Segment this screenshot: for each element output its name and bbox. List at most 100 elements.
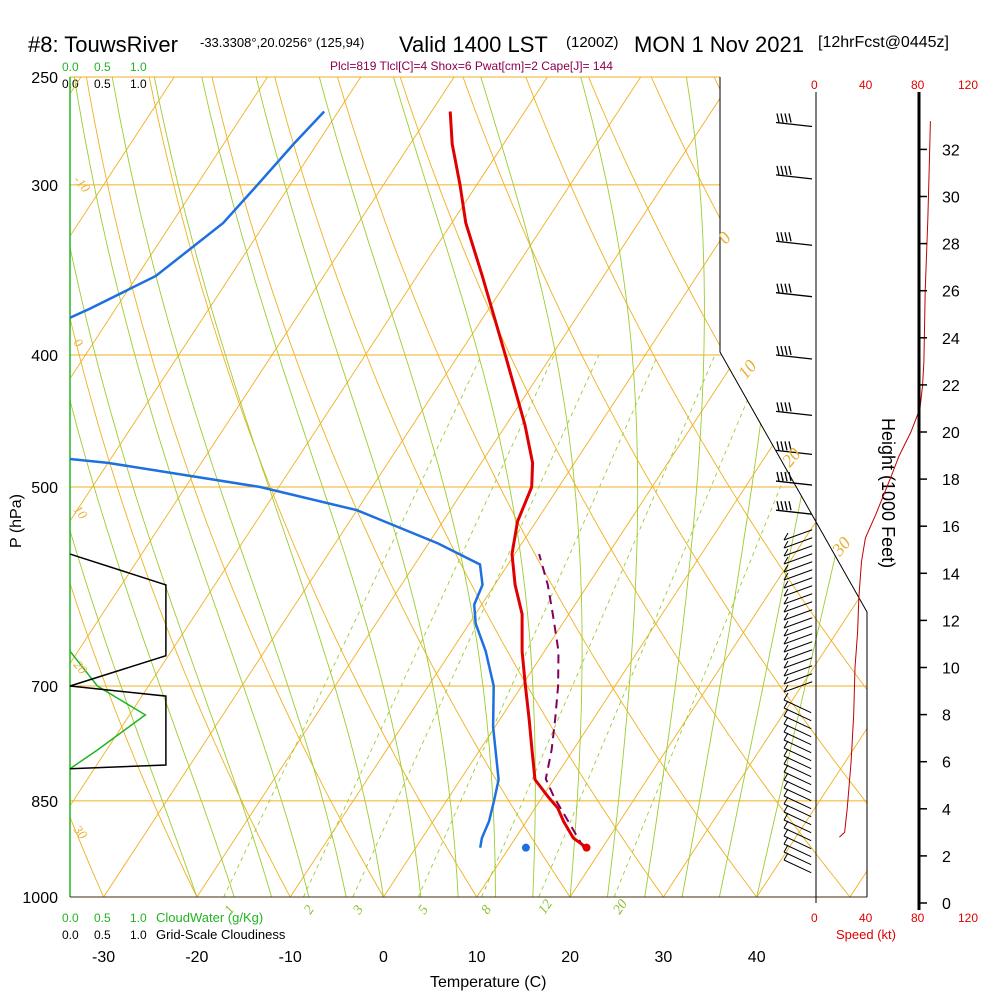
moist-adiabat — [226, 77, 459, 897]
mixing-ratio-line — [223, 354, 482, 897]
wind-barb — [783, 707, 812, 722]
wind-barb-flag — [780, 283, 784, 293]
mixing-ratio-line — [481, 354, 716, 897]
moist-adiabat — [644, 77, 705, 897]
speed-tick-top-0: 0 — [811, 78, 818, 92]
surface-temperature-dot — [582, 843, 591, 852]
wind-barb-flag — [783, 724, 789, 733]
moist-adiabat — [131, 77, 384, 897]
dewpoint-group — [70, 110, 500, 848]
wind-barb-flag — [776, 345, 780, 356]
height-tick-label: 14 — [942, 566, 960, 583]
wind-barb-flag — [788, 471, 792, 482]
wind-barb-flag — [780, 441, 784, 451]
dry-adiabat — [655, 77, 867, 897]
speed-tick-bottom-2: 80 — [911, 911, 925, 925]
mixing-ratio-line — [303, 354, 555, 897]
wind-barb-flag — [783, 556, 789, 565]
wind-barb-flag — [783, 836, 789, 845]
cloudwater-scale-bottom-1: 0.5 — [94, 911, 111, 925]
height-axis-label: Height (1000 Feet) — [878, 418, 898, 568]
wind-barb-flag — [783, 612, 789, 621]
wind-barb — [783, 625, 813, 637]
wind-barb-flag — [783, 716, 789, 725]
mixing-ratio-label: 8 — [479, 903, 495, 917]
wind-barb — [783, 545, 813, 557]
wind-barb-flag — [784, 441, 788, 451]
wind-speed-profile — [839, 121, 931, 838]
wind-barb — [783, 763, 812, 778]
dry-adiabat — [301, 77, 780, 897]
moist-adiabat — [70, 77, 235, 897]
height-tick-label: 18 — [942, 472, 960, 489]
mixing-ratio-label: 3 — [350, 903, 367, 918]
speed-tick-bottom-0: 0 — [811, 911, 818, 925]
mixing-ratio-label: 2 — [301, 903, 317, 917]
wind-barb-flag — [783, 588, 789, 597]
wind-barb — [783, 835, 812, 850]
mixing-ratio-line — [417, 354, 659, 897]
cloudiness-profile — [69, 553, 167, 770]
height-tick-label: 28 — [942, 237, 960, 254]
wind-barb — [783, 617, 813, 629]
wind-barb-flag — [788, 501, 792, 511]
dry-adiabat-label: 0 — [714, 228, 735, 248]
pressure-tick-label: 850 — [31, 794, 58, 811]
wind-barb — [775, 410, 813, 417]
mixing-ratio-label: 20 — [611, 897, 631, 917]
moist-adiabat — [718, 77, 867, 897]
wind-barb — [783, 779, 812, 794]
wind-barb-flag — [783, 708, 789, 717]
cloudwater-scale-bottom-0: 0.0 — [62, 911, 79, 925]
dry-adiabat — [360, 77, 867, 897]
cloudiness-scale-top-2: 1.0 — [130, 77, 147, 91]
pressure-tick-label: 500 — [31, 480, 58, 497]
wind-barb-flag — [783, 620, 789, 629]
wind-barb — [783, 811, 812, 826]
wind-barb-flag — [783, 652, 789, 661]
isotherm — [737, 77, 867, 897]
station-coords: -33.3308°,20.0256° (125,94) — [200, 35, 364, 50]
wind-barb — [775, 292, 813, 298]
moist-adiabat — [356, 77, 536, 897]
temperature-tick-label: 10 — [468, 949, 486, 966]
isotherm — [70, 77, 355, 897]
dry-adiabat — [125, 77, 496, 897]
diagram-grid — [70, 77, 867, 897]
dry-adiabat-label: 30 — [827, 533, 855, 560]
height-tick-label: 32 — [942, 142, 960, 159]
dry-adiabat — [184, 77, 590, 897]
isotherm — [70, 77, 635, 897]
wind-barb-flag — [788, 165, 792, 176]
wind-barb — [775, 121, 813, 128]
wind-barb-flag — [783, 636, 789, 645]
speed-tick-top-2: 80 — [911, 78, 925, 92]
wind-barb-flag — [783, 660, 789, 669]
wind-barb-flag — [784, 165, 788, 176]
moist-adiabat — [70, 77, 198, 897]
temperature-tick-label: -10 — [279, 949, 302, 966]
isotherm — [70, 77, 448, 897]
isotherm — [70, 77, 168, 897]
wind-barb-flag — [788, 441, 792, 451]
wind-barb-flag — [783, 532, 789, 541]
wind-barb — [775, 354, 813, 360]
cloudwater-scale-top-0: 0.0 — [62, 60, 79, 74]
wind-barb — [783, 633, 813, 645]
wind-barb-flag — [783, 700, 789, 709]
wind-barb-flag — [784, 283, 788, 293]
height-tick-label: 6 — [942, 755, 951, 772]
moist-adiabat — [756, 77, 867, 897]
isotherm — [70, 77, 541, 897]
dry-adiabat — [70, 77, 401, 897]
pressure-tick-label: 700 — [31, 679, 58, 696]
wind-barb-flag — [780, 501, 784, 511]
dry-adiabat — [243, 77, 685, 897]
wind-barb — [783, 609, 813, 621]
wind-barb — [783, 561, 813, 573]
wind-barb — [783, 715, 812, 730]
pressure-tick-label: 300 — [31, 178, 58, 195]
wind-barb — [783, 755, 812, 770]
wind-barb-flag — [783, 748, 789, 757]
wind-barb-flag — [784, 471, 788, 482]
